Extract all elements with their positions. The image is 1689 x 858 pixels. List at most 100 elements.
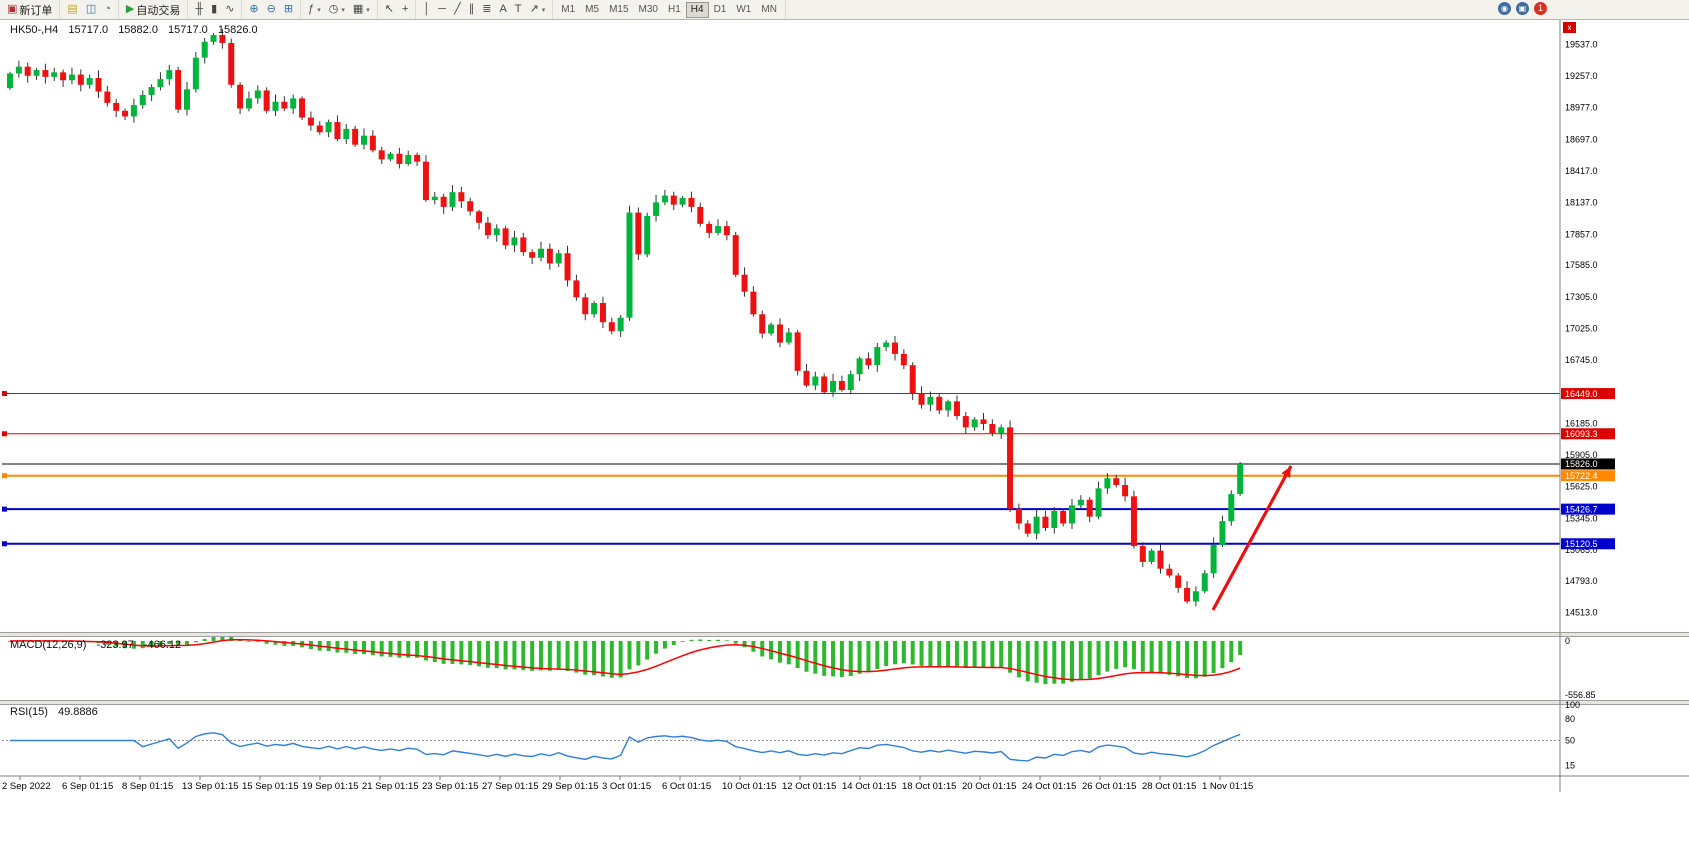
time-axis-label: 1 Nov 01:15 (1202, 781, 1253, 792)
candle-body (1069, 505, 1075, 524)
timeframe-m15-button[interactable]: M15 (604, 2, 633, 18)
crosshair-button[interactable]: + (398, 1, 412, 18)
profiles-button[interactable]: ◫ (82, 1, 100, 18)
candle-body (405, 154, 412, 164)
autotrading-button[interactable]: ▶ 自动交易 (122, 1, 184, 18)
macd-histogram-bar (176, 641, 181, 646)
macd-histogram-bar (724, 640, 729, 642)
candle-body (750, 291, 757, 315)
new-order-button[interactable]: ▣ 新订单 (3, 1, 56, 18)
price-axis-label: 17305.0 (1565, 292, 1598, 302)
zoom-out-button[interactable]: ⊖ (263, 1, 280, 18)
indicators-button[interactable]: ƒ ▾ (304, 1, 325, 18)
macd-histogram-bar (335, 641, 340, 653)
new-order-icon: ▣ (7, 3, 18, 15)
candle-body (484, 222, 491, 236)
macd-histogram-bar (547, 641, 552, 671)
chevron-down-icon: ▾ (317, 6, 321, 14)
timeframe-m5-button[interactable]: M5 (580, 2, 604, 18)
equidistant-channel-button[interactable]: ∥ (465, 1, 479, 18)
timeframe-m1-button[interactable]: M1 (556, 2, 580, 18)
refresh-button[interactable]: ◔ (100, 1, 115, 18)
chevron-down-icon: ▾ (341, 6, 345, 14)
timeframe-h4-button[interactable]: H4 (685, 1, 709, 18)
bar-chart-button[interactable]: ╫ (191, 1, 207, 18)
panel-separator[interactable] (0, 700, 1689, 705)
candle-body (325, 122, 332, 133)
macd-histogram-bar (1043, 641, 1048, 685)
chevron-down-icon: ▾ (541, 6, 546, 14)
time-axis-label: 21 Sep 01:15 (362, 781, 419, 792)
time-axis-label: 13 Sep 01:15 (182, 781, 239, 792)
arrows-button[interactable]: ↗ ▾ (526, 1, 550, 18)
timeframe-d1-button[interactable]: D1 (709, 2, 732, 18)
macd-histogram-bar (1149, 641, 1154, 673)
charts-grid-button[interactable]: ▤ (63, 1, 81, 18)
macd-panel (8, 637, 1243, 685)
price-axis-label: 14513.0 (1565, 607, 1598, 617)
periods-button[interactable]: ◷ ▾ (325, 1, 349, 18)
macd-histogram-bar (494, 641, 499, 669)
candle-body (1113, 478, 1120, 486)
vertical-line-button[interactable]: │ (419, 1, 434, 18)
timeframe-w1-button[interactable]: W1 (731, 2, 756, 18)
macd-histogram-bar (388, 641, 393, 657)
time-axis-label: 24 Oct 01:15 (1022, 781, 1076, 792)
timeframe-h1-button[interactable]: H1 (663, 2, 686, 18)
templates-button[interactable]: ▦ ▾ (349, 1, 374, 18)
hline-handle[interactable] (2, 473, 7, 479)
hline-handle[interactable] (2, 391, 7, 397)
cursor-button[interactable]: ↖ (381, 1, 398, 18)
candle-body (254, 90, 261, 99)
macd-histogram-bar (264, 641, 269, 644)
macd-histogram-bar (140, 641, 145, 649)
charts-grid-icon: ▤ (67, 3, 78, 15)
candle-body (768, 324, 775, 334)
candle-body (812, 376, 819, 386)
candle-body (130, 105, 137, 117)
candle-body (1060, 511, 1067, 524)
chart-open-value: 15717.0 (68, 24, 109, 36)
bar-chart-icon: ╫ (195, 3, 204, 15)
horizontal-line-button[interactable]: ─ (434, 1, 450, 18)
rsi-panel (2, 732, 1560, 762)
candle-body (1192, 591, 1199, 602)
tile-windows-button[interactable]: ⊞ (280, 1, 297, 18)
trend-arrow[interactable] (1211, 465, 1293, 611)
fibonacci-icon: ≣ (482, 3, 492, 15)
hline-handle[interactable] (2, 541, 7, 547)
hline-handle[interactable] (2, 506, 7, 512)
candle-body (7, 73, 13, 89)
notifications-badge[interactable]: 1 (1534, 2, 1547, 15)
candle-body (290, 98, 297, 109)
macd-histogram-bar (397, 641, 402, 658)
new-order-button-label: 新订单 (19, 4, 53, 17)
timeframe-mn-button[interactable]: MN (756, 2, 782, 18)
candle-body (281, 101, 288, 109)
chart-close-button[interactable]: x (1563, 22, 1576, 33)
candle-body (511, 237, 518, 246)
timeframe-m30-button[interactable]: M30 (634, 2, 663, 18)
community-button[interactable]: ◉ (1498, 2, 1511, 15)
candle-body (794, 332, 801, 371)
price-axis-label: 17585.0 (1565, 260, 1598, 270)
hline-handle[interactable] (2, 431, 7, 437)
macd-histogram-bar (406, 641, 411, 658)
macd-histogram-bar (583, 641, 588, 675)
candle-body (838, 381, 845, 391)
fibonacci-button[interactable]: ≣ (478, 1, 495, 18)
trendline-button[interactable]: ╱ (450, 1, 465, 18)
panel-separator[interactable] (0, 632, 1689, 637)
zoom-in-button[interactable]: ⊕ (245, 1, 262, 18)
candlestick-chart-button[interactable]: ▮ (207, 1, 221, 18)
candle-body (422, 161, 429, 201)
macd-histogram-bar (698, 639, 703, 641)
search-button[interactable]: ▣ (1516, 2, 1529, 15)
line-chart-button[interactable]: ∿ (221, 1, 238, 18)
text-button[interactable]: A (495, 1, 510, 18)
text-label-button[interactable]: T (511, 1, 526, 18)
candle-body (387, 153, 394, 160)
candle-body (1042, 516, 1049, 528)
candle-body (927, 396, 934, 405)
price-badge-label: 16449.0 (1565, 389, 1598, 399)
